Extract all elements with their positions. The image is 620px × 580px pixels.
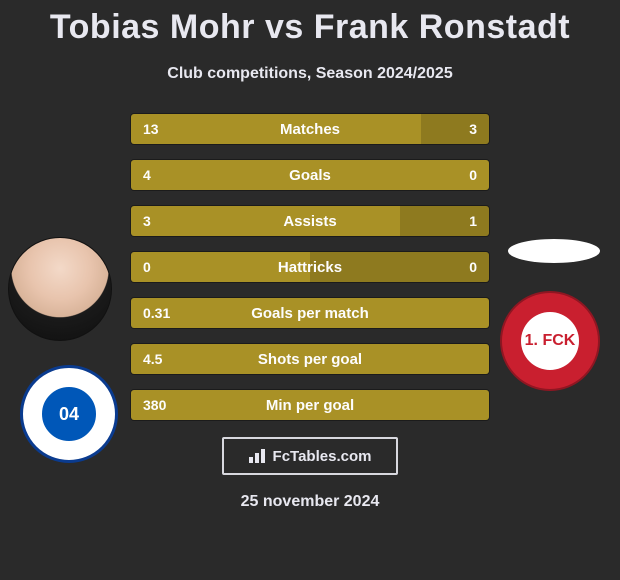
stat-row: 00Hattricks bbox=[130, 251, 490, 283]
fck-icon: 1. FCK bbox=[521, 312, 579, 370]
stat-row: 380Min per goal bbox=[130, 389, 490, 421]
comparison-area: 04 1. FCK 133Matches40Goals31Assists00Ha… bbox=[0, 113, 620, 421]
player-left-avatar bbox=[8, 237, 112, 341]
schalke-icon: 04 bbox=[39, 384, 99, 444]
club-right-badge: 1. FCK bbox=[500, 291, 600, 391]
stat-left-value: 4.5 bbox=[131, 344, 489, 374]
stat-left-value: 4 bbox=[131, 160, 489, 190]
stat-right-value: 3 bbox=[421, 114, 489, 144]
player-right-avatar bbox=[508, 239, 600, 263]
stat-bars: 133Matches 40Goals 31Assists 00Hattricks 0.3… bbox=[130, 113, 490, 421]
stat-row: 40Goals bbox=[130, 159, 490, 191]
stat-right-value: 0 bbox=[310, 252, 489, 282]
page-title: Tobias Mohr vs Frank Ronstadt bbox=[0, 0, 620, 47]
stat-left-value: 3 bbox=[131, 206, 400, 236]
stat-left-value: 13 bbox=[131, 114, 421, 144]
stat-left-value: 380 bbox=[131, 390, 489, 420]
stat-row: 4.5Shots per goal bbox=[130, 343, 490, 375]
date-label: 25 november 2024 bbox=[0, 493, 620, 511]
stat-left-value: 0.31 bbox=[131, 298, 489, 328]
stat-row: 0.31Goals per match bbox=[130, 297, 490, 329]
stat-row: 133Matches bbox=[130, 113, 490, 145]
stat-row: 31Assists bbox=[130, 205, 490, 237]
stat-left-value: 0 bbox=[131, 252, 310, 282]
brand-box: FcTables.com bbox=[222, 437, 398, 475]
brand-chart-icon bbox=[249, 449, 267, 463]
club-left-badge: 04 bbox=[20, 365, 118, 463]
page-subtitle: Club competitions, Season 2024/2025 bbox=[0, 65, 620, 83]
brand-text: FcTables.com bbox=[273, 448, 372, 465]
stat-right-value: 0 bbox=[469, 160, 477, 190]
stat-right-value: 1 bbox=[400, 206, 490, 236]
